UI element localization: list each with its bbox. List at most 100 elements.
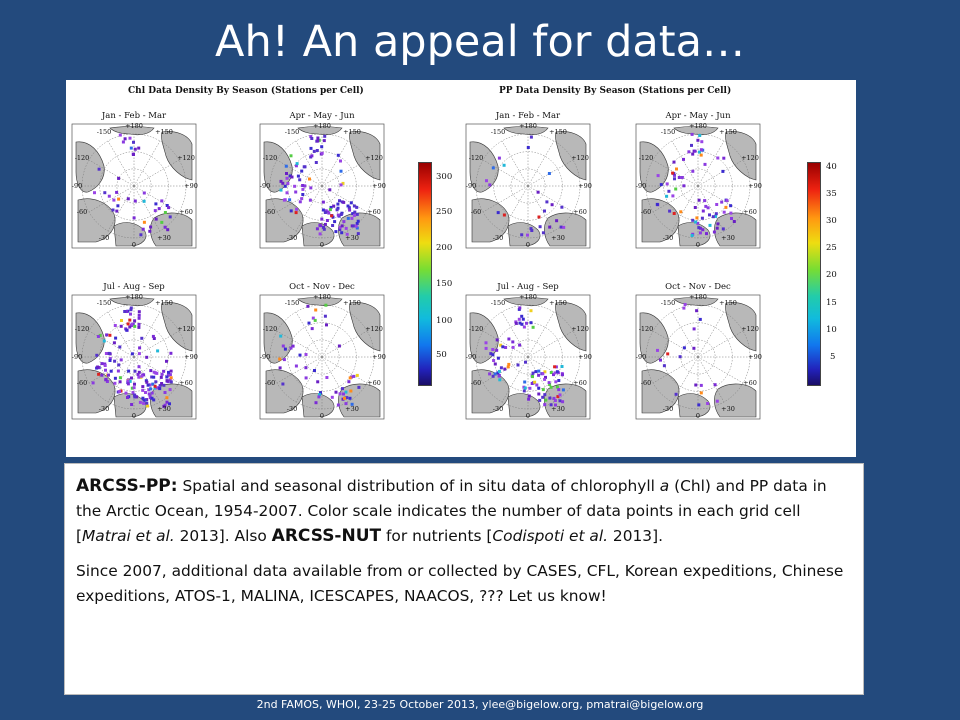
- longitude-label: +150: [343, 299, 361, 307]
- longitude-label: +120: [741, 154, 759, 162]
- chl-season-label: Oct - Nov - Dec: [289, 282, 355, 292]
- longitude-label: 0: [132, 241, 136, 249]
- longitude-label: -150: [285, 299, 300, 307]
- longitude-label: +150: [155, 299, 173, 307]
- longitude-label: +30: [157, 405, 171, 413]
- longitude-label: -90: [260, 182, 270, 190]
- longitude-label: +180: [313, 293, 331, 301]
- longitude-label: +150: [343, 128, 361, 136]
- longitude-label: -30: [493, 234, 503, 242]
- arctic-data-density-figure: Chl Data Density By Season (Stations per…: [66, 80, 856, 457]
- longitude-label: -120: [639, 154, 654, 162]
- arcss-nut-label: ARCSS-NUT: [271, 526, 382, 546]
- longitude-label: -150: [491, 299, 506, 307]
- longitude-label: +60: [179, 379, 193, 387]
- pp-season-label: Apr - May - Jun: [665, 111, 731, 121]
- longitude-label: -60: [471, 379, 481, 387]
- description-textbox: ARCSS-PP: Spatial and seasonal distribut…: [64, 463, 864, 695]
- longitude-label: -60: [77, 208, 87, 216]
- longitude-label: +90: [372, 353, 386, 361]
- pp-season-label: Jan - Feb - Mar: [495, 111, 561, 121]
- longitude-label: +60: [743, 379, 757, 387]
- longitude-label: +90: [748, 353, 762, 361]
- longitude-label: +60: [367, 208, 381, 216]
- longitude-label: +150: [719, 299, 737, 307]
- longitude-label: +180: [125, 293, 143, 301]
- longitude-label: -120: [469, 325, 484, 333]
- chl-colorbar: [418, 162, 432, 386]
- longitude-label: -90: [260, 353, 270, 361]
- longitude-label: -30: [663, 405, 673, 413]
- chl-tick: 250: [436, 207, 453, 217]
- longitude-label: -120: [469, 154, 484, 162]
- longitude-label: +30: [345, 234, 359, 242]
- polar-map: +180 -150 +150 -120 +120 -90 +90 -60 +60 -30 +30 0: [71, 293, 198, 420]
- longitude-label: -60: [641, 379, 651, 387]
- longitude-label: +30: [721, 405, 735, 413]
- longitude-label: -90: [466, 182, 476, 190]
- chl-tick: 200: [436, 243, 453, 253]
- longitude-label: +30: [157, 234, 171, 242]
- polar-map: +180 -150 +150 -120 +120 -90 +90 -60 +60 -30 +30 0: [635, 122, 762, 249]
- longitude-label: +60: [743, 208, 757, 216]
- description-text: for nutrients [: [381, 527, 493, 545]
- longitude-label: +150: [549, 128, 567, 136]
- longitude-label: +150: [549, 299, 567, 307]
- description-text: 2013]. Also: [174, 527, 272, 545]
- chl-map-oct-dec: Oct - Nov - Dec +180 -150 +150 -120 +120 -90 +9…: [258, 281, 386, 423]
- longitude-label: +60: [179, 208, 193, 216]
- longitude-label: +150: [155, 128, 173, 136]
- polar-map: +180 -150 +150 -120 +120 -90 +90 -60 +60 -30 +30 0: [465, 293, 592, 420]
- longitude-label: -60: [77, 379, 87, 387]
- longitude-label: -120: [263, 154, 278, 162]
- longitude-label: -150: [97, 299, 112, 307]
- slide-footer: 2nd FAMOS, WHOI, 23-25 October 2013, yle…: [256, 698, 704, 711]
- longitude-label: -150: [97, 128, 112, 136]
- pp-tick: 30: [826, 216, 837, 226]
- pp-map-jan-mar: Jan - Feb - Mar +180 -150 +150 -120 +120 -90 +9…: [464, 110, 592, 252]
- longitude-label: +120: [365, 325, 383, 333]
- polar-map: +180 -150 +150 -120 +120 -90 +90 -60 +60 -30 +30 0: [465, 122, 592, 249]
- longitude-label: -30: [99, 234, 109, 242]
- chl-season-label: Jan - Feb - Mar: [101, 111, 167, 121]
- longitude-label: +120: [571, 325, 589, 333]
- longitude-label: +90: [578, 353, 592, 361]
- longitude-label: -90: [636, 182, 646, 190]
- longitude-label: -30: [99, 405, 109, 413]
- longitude-label: +90: [184, 353, 198, 361]
- longitude-label: +60: [573, 379, 587, 387]
- longitude-label: -120: [75, 325, 90, 333]
- polar-map: +180 -150 +150 -120 +120 -90 +90 -60 +60 -30 +30 0: [259, 122, 386, 249]
- description-text: 2013].: [608, 527, 663, 545]
- longitude-label: +120: [741, 325, 759, 333]
- longitude-label: 0: [696, 412, 700, 420]
- longitude-label: +180: [313, 122, 331, 130]
- longitude-label: +30: [721, 234, 735, 242]
- longitude-label: -90: [466, 353, 476, 361]
- longitude-label: +150: [719, 128, 737, 136]
- longitude-label: +120: [365, 154, 383, 162]
- longitude-label: +180: [689, 293, 707, 301]
- chl-tick: 50: [436, 350, 447, 360]
- chl-season-label: Jul - Aug - Sep: [103, 282, 165, 292]
- longitude-label: -60: [471, 208, 481, 216]
- pp-tick: 20: [826, 270, 837, 280]
- longitude-label: -120: [639, 325, 654, 333]
- longitude-label: -150: [661, 128, 676, 136]
- slide-title: Ah! An appeal for data…: [215, 17, 745, 67]
- description-text: Spatial and seasonal distribution of in …: [177, 477, 660, 495]
- longitude-label: +120: [177, 154, 195, 162]
- longitude-label: +120: [571, 154, 589, 162]
- longitude-label: +90: [748, 182, 762, 190]
- longitude-label: +60: [573, 208, 587, 216]
- longitude-label: -60: [265, 208, 275, 216]
- chl-tick: 150: [436, 279, 453, 289]
- longitude-label: -60: [641, 208, 651, 216]
- longitude-label: -90: [636, 353, 646, 361]
- pp-colorbar: [807, 162, 821, 386]
- pp-season-label: Oct - Nov - Dec: [665, 282, 731, 292]
- chl-map-jul-sep: Jul - Aug - Sep +180 -150 +150 -120 +120 -90 +9…: [70, 281, 198, 423]
- pp-map-apr-jun: Apr - May - Jun +180 -150 +150 -120 +120 -90 +9…: [634, 110, 762, 252]
- polar-map: +180 -150 +150 -120 +120 -90 +90 -60 +60 -30 +30 0: [635, 293, 762, 420]
- longitude-label: 0: [526, 412, 530, 420]
